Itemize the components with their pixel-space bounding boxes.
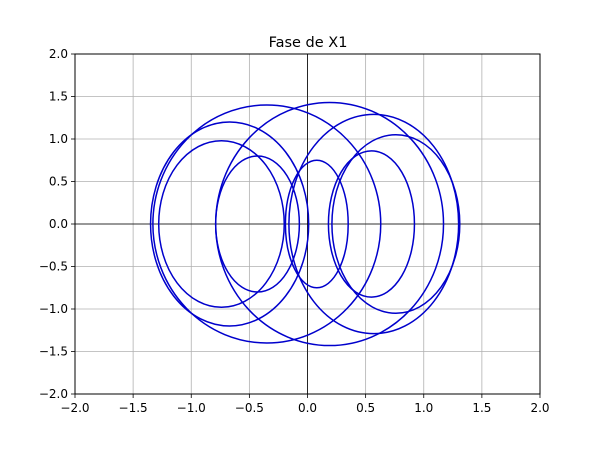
x-tick-label-2: −1.0 xyxy=(177,401,206,415)
x-tick-label-4: 0.0 xyxy=(298,401,317,415)
trajectory-loop-8 xyxy=(214,101,445,347)
y-tick-label-4: 0.0 xyxy=(49,217,68,231)
trajectory-series xyxy=(149,101,461,347)
trajectory-loop-0 xyxy=(288,113,460,335)
x-tick-label-7: 1.5 xyxy=(472,401,491,415)
trajectory-loop-4 xyxy=(327,150,416,298)
y-tick-label-1: −1.5 xyxy=(39,345,68,359)
y-tick-label-6: 1.0 xyxy=(49,132,68,146)
x-tick-label-1: −1.5 xyxy=(119,401,148,415)
trajectory-loop-3 xyxy=(157,139,286,309)
x-tick-label-6: 1.0 xyxy=(414,401,433,415)
x-tick-label-5: 0.5 xyxy=(356,401,375,415)
y-tick-label-3: −0.5 xyxy=(39,260,68,274)
y-tick-label-0: −2.0 xyxy=(39,387,68,401)
y-tick-label-7: 1.5 xyxy=(49,90,68,104)
x-axis-ticks: −2.0 −1.5 −1.0 −0.5 0.0 0.5 1.0 1.5 2.0 xyxy=(60,394,550,415)
x-tick-label-3: −0.5 xyxy=(235,401,264,415)
y-tick-label-8: 2.0 xyxy=(49,47,68,61)
y-axis-ticks: −2.0 −1.5 −1.0 −0.5 0.0 0.5 1.0 1.5 2.0 xyxy=(39,47,75,401)
trajectory-loop-1 xyxy=(149,121,310,327)
x-tick-label-8: 2.0 xyxy=(530,401,549,415)
trajectory-loop-2 xyxy=(331,134,461,314)
trajectory-loop-7 xyxy=(152,104,382,344)
trajectory-loop-6 xyxy=(284,159,349,289)
chart-title: Fase de X1 xyxy=(269,35,348,51)
x-tick-label-0: −2.0 xyxy=(60,401,89,415)
y-tick-label-5: 0.5 xyxy=(49,175,68,189)
y-tick-label-2: −1.0 xyxy=(39,302,68,316)
